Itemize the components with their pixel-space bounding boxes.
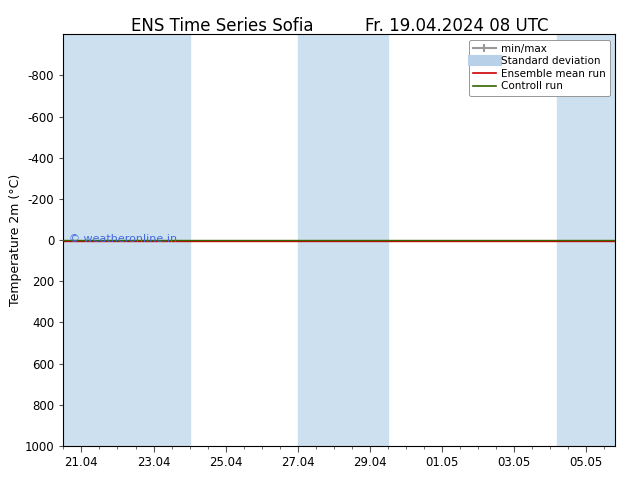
Text: ENS Time Series Sofia: ENS Time Series Sofia [131, 17, 313, 35]
Bar [298, 34, 388, 446]
Text: Fr. 19.04.2024 08 UTC: Fr. 19.04.2024 08 UTC [365, 17, 548, 35]
Bar [172, 34, 190, 446]
Legend: min/max, Standard deviation, Ensemble mean run, Controll run: min/max, Standard deviation, Ensemble me… [469, 40, 610, 96]
Text: © weatheronline.in: © weatheronline.in [69, 234, 177, 245]
Bar [557, 34, 622, 446]
Y-axis label: Temperature 2m (°C): Temperature 2m (°C) [9, 174, 22, 306]
Bar [63, 34, 172, 446]
